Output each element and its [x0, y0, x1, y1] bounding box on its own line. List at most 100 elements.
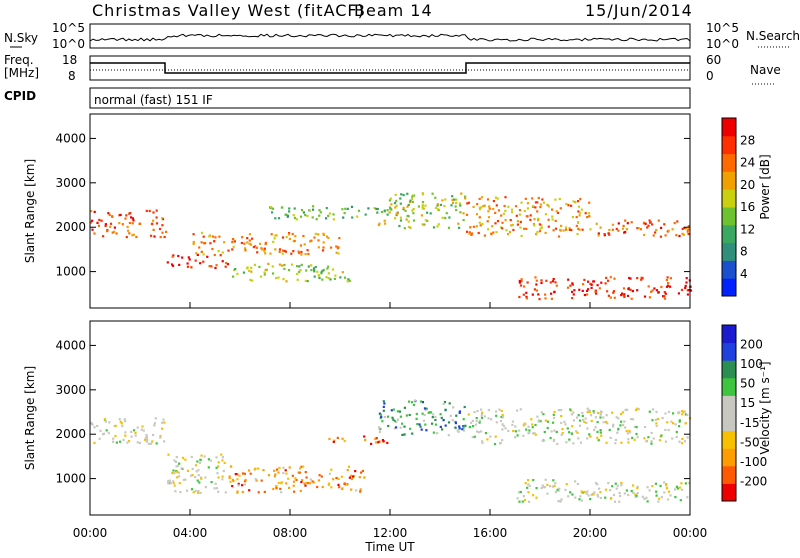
heatmap-cell — [663, 491, 666, 494]
heatmap-cell — [181, 256, 184, 259]
heatmap-cell — [263, 247, 266, 250]
heatmap-cell — [624, 230, 627, 234]
heatmap-cell — [544, 478, 547, 481]
heatmap-cell — [475, 417, 478, 420]
heatmap-cell — [516, 409, 519, 412]
heatmap-cell — [274, 473, 277, 476]
heatmap-cell — [480, 414, 483, 417]
heatmap-cell — [257, 491, 260, 494]
heatmap-cell — [605, 414, 608, 417]
heatmap-cell — [436, 225, 439, 228]
colorbar-swatch — [722, 342, 736, 361]
heatmap-cell — [593, 411, 596, 414]
heatmap-cell — [617, 417, 620, 420]
heatmap-cell — [643, 437, 646, 440]
heatmap-cell — [124, 434, 127, 437]
heatmap-cell — [436, 204, 439, 207]
heatmap-cell — [488, 205, 491, 208]
heatmap-cell — [288, 207, 291, 210]
heatmap-cell — [637, 227, 640, 230]
heatmap-cell — [527, 425, 530, 428]
heatmap-cell — [221, 459, 224, 462]
heatmap-cell — [272, 487, 275, 491]
heatmap-cell — [278, 466, 281, 469]
colorbar-frame — [721, 324, 737, 502]
heatmap-cell — [318, 209, 321, 212]
colorbar-tick-label: 4 — [740, 267, 748, 281]
heatmap-cell — [352, 475, 355, 478]
heatmap-cell — [611, 228, 614, 231]
heatmap-cell — [595, 292, 598, 295]
heatmap-cell — [633, 438, 636, 441]
heatmap-cell — [581, 414, 584, 417]
colorbar-swatch — [722, 135, 736, 155]
heatmap-cell — [231, 238, 235, 241]
heatmap-cell — [238, 474, 241, 477]
heatmap-cell — [161, 231, 164, 234]
heatmap-cell — [570, 432, 573, 435]
heatmap-cell — [120, 422, 123, 425]
heatmap-cell — [639, 228, 642, 231]
heatmap-cell — [657, 291, 660, 294]
heatmap-cell — [341, 208, 344, 211]
heatmap-cell — [198, 461, 202, 464]
heatmap-cell — [494, 211, 497, 214]
heatmap-cell — [497, 209, 500, 212]
heatmap-cell — [576, 233, 579, 236]
heatmap-cell — [462, 425, 465, 428]
heatmap-cell — [296, 265, 299, 268]
heatmap-cell — [617, 229, 620, 232]
heatmap-cell — [273, 469, 276, 472]
heatmap-cell — [487, 417, 490, 420]
heatmap-cell — [454, 426, 457, 429]
heatmap-cell — [681, 437, 684, 440]
heatmap-cell — [685, 277, 688, 280]
heatmap-cell — [297, 471, 300, 474]
heatmap-cell — [590, 286, 593, 289]
heatmap-cell — [398, 410, 402, 413]
heatmap-cell — [198, 481, 201, 484]
heatmap-cell — [393, 427, 396, 430]
heatmap-cell — [472, 225, 475, 228]
heatmap-cell — [471, 419, 474, 422]
heatmap-cell — [533, 288, 536, 291]
heatmap-cell — [520, 278, 523, 281]
heatmap-cell — [275, 234, 278, 237]
heatmap-cell — [131, 222, 134, 225]
heatmap-cell — [221, 251, 224, 254]
heatmap-cell — [209, 242, 212, 245]
heatmap-cell — [460, 192, 463, 195]
heatmap-cell — [628, 429, 631, 433]
heatmap-cell — [443, 400, 447, 404]
heatmap-cell — [145, 434, 148, 437]
heatmap-cell — [114, 434, 117, 438]
heatmap-cell — [531, 197, 534, 200]
heatmap-cell — [321, 485, 324, 489]
heatmap-cell — [523, 498, 527, 502]
heatmap-cell — [535, 289, 539, 292]
heatmap-cell — [133, 429, 136, 432]
heatmap-cell — [442, 402, 445, 405]
heatmap-cell — [173, 484, 176, 487]
heatmap-cell — [221, 260, 224, 263]
heatmap-cell — [383, 415, 387, 419]
heatmap-cell — [552, 479, 555, 482]
heatmap-cell — [192, 240, 195, 244]
heatmap-cell — [241, 236, 244, 239]
heatmap-cell — [515, 214, 518, 217]
heatmap-cell — [310, 264, 313, 267]
heatmap-cell — [560, 433, 563, 436]
heatmap-cell — [113, 230, 116, 233]
heatmap-cell — [415, 417, 418, 420]
heatmap-cell — [392, 418, 395, 421]
heatmap-cell — [115, 441, 118, 444]
heatmap-cell — [527, 491, 530, 494]
heatmap-cell — [495, 231, 498, 234]
heatmap-cell — [634, 409, 638, 412]
heatmap-cell — [539, 206, 542, 209]
heatmap-cell — [191, 474, 194, 477]
heatmap-cell — [260, 247, 263, 250]
heatmap-cell — [675, 485, 678, 488]
heatmap-cell — [109, 225, 112, 228]
